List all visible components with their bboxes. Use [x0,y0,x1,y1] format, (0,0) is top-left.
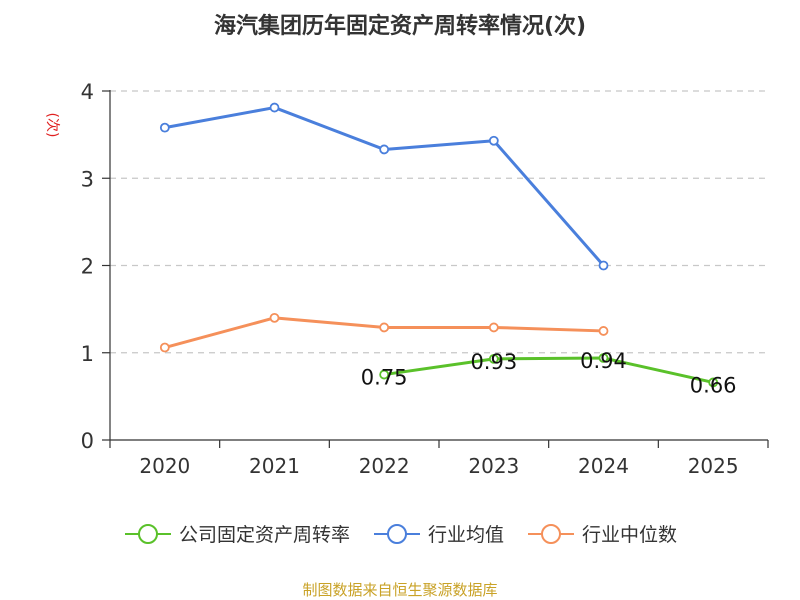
legend-marker-industry-mean [373,523,420,544]
data-point [159,342,170,353]
data-label: 0.66 [690,373,737,397]
data-label: 0.75 [361,366,408,390]
legend-marker-company [124,523,171,544]
data-point [269,312,280,323]
legend-item-company[interactable]: 公司固定资产周转率 [123,520,350,547]
series-line-2 [164,316,604,349]
data-point [598,326,609,336]
y-tick-label: 1 [81,342,94,366]
legend-label-industry-mean: 行业均值 [427,524,504,546]
chart-title: 海汽集团历年固定资产周转率情况(次) [213,14,587,39]
x-tick-label: 2020 [139,454,190,478]
x-tick-label: 2025 [688,454,739,478]
data-label: 0.94 [580,349,627,373]
data-point [598,353,609,363]
data-point [488,353,499,364]
chart-legend: 公司固定资产周转率 行业均值 行业中位数 [0,520,800,547]
y-tick-label: 2 [81,255,94,279]
data-point [379,369,390,380]
y-tick-label: 3 [81,167,94,191]
data-point [598,260,609,271]
y-tick-label: 0 [81,429,94,453]
data-point [379,144,390,155]
y-tick-label: 4 [81,80,94,104]
x-tick-label: 2022 [359,454,410,478]
series-line-0 [383,356,714,384]
series-line-1 [164,106,605,267]
legend-marker-industry-median [528,523,574,544]
x-tick-label: 2021 [249,454,300,478]
data-point [488,135,499,146]
legend-item-industry-median[interactable]: 行业中位数 [526,520,677,547]
data-point [379,322,390,333]
data-label: 0.93 [470,350,517,374]
data-point [708,377,719,388]
y-axis-label: (次) [44,113,60,138]
data-point [159,122,170,133]
legend-item-industry-mean[interactable]: 行业均值 [372,520,504,547]
legend-label-industry-median: 行业中位数 [582,524,678,546]
legend-label-company: 公司固定资产周转率 [178,524,350,546]
data-source: 制图数据来自恒生聚源数据库 [302,581,498,599]
x-tick-label: 2023 [468,454,519,478]
x-tick-label: 2024 [578,454,629,478]
data-point [488,322,499,333]
data-point [269,102,280,113]
